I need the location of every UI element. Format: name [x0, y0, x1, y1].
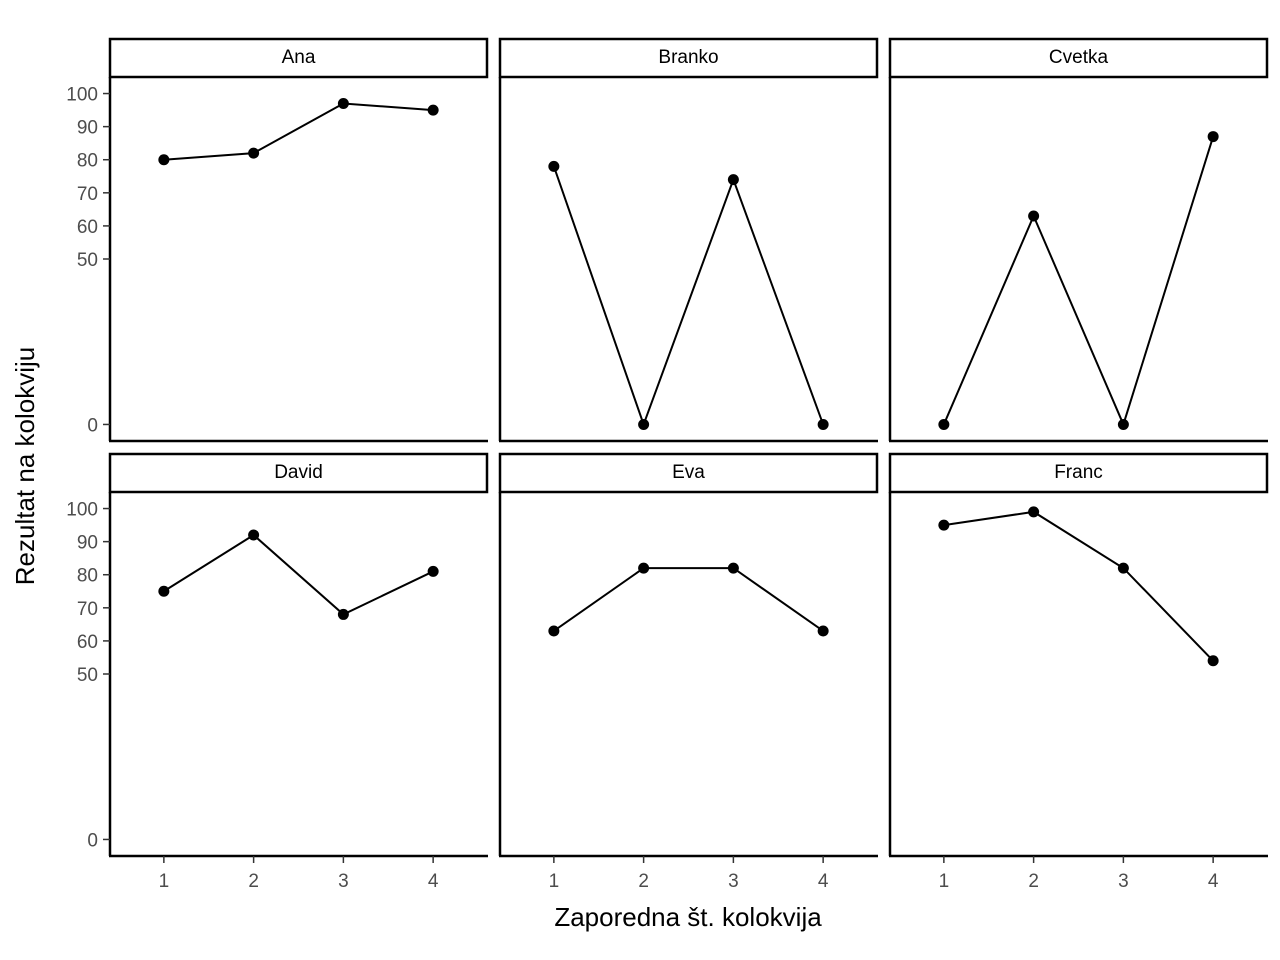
facet-eva: Eva 1 2 3 4 — [498, 452, 879, 892]
x-tick-label: 4 — [428, 871, 439, 892]
data-point — [248, 147, 260, 159]
data-point — [1207, 131, 1219, 143]
facet-strip-label: Branko — [658, 47, 718, 68]
x-tick-label: 3 — [1118, 871, 1129, 892]
data-point — [727, 562, 739, 574]
x-tick-label: 2 — [638, 871, 649, 892]
facet-cvetka: Cvetka — [888, 37, 1269, 443]
x-tick-label: 2 — [248, 871, 259, 892]
facet-strip — [108, 37, 489, 79]
facet-strip-label: Franc — [1054, 462, 1103, 483]
y-tick-label: 0 — [87, 415, 98, 436]
data-point — [158, 154, 170, 166]
facet-strip-label: Ana — [282, 47, 316, 68]
data-point — [427, 104, 439, 116]
data-point — [938, 519, 950, 531]
series-line — [943, 510, 1214, 662]
facet-panels: Ana 0 50 60 70 80 90 100 Branko Cvetka David 0 50 60 7… — [66, 37, 1269, 892]
y-tick-label: 50 — [77, 250, 98, 271]
y-tick-label: 80 — [77, 151, 98, 172]
data-point — [1028, 210, 1040, 222]
data-point — [158, 585, 170, 597]
x-tick-label: 4 — [1208, 871, 1219, 892]
y-tick-label: 0 — [87, 830, 98, 851]
data-point — [337, 97, 349, 109]
data-point — [727, 174, 739, 186]
facet-strip-label: Cvetka — [1049, 47, 1109, 68]
y-tick-label: 70 — [77, 184, 98, 205]
data-point — [1117, 562, 1129, 574]
facet-strip — [888, 37, 1269, 79]
x-axis-title: Zaporedna št. kolokvija — [554, 902, 822, 932]
x-tick-label: 1 — [549, 871, 560, 892]
y-tick-label: 100 — [66, 500, 98, 521]
facet-david: David 0 50 60 70 80 90 100 1 2 3 4 — [66, 452, 489, 892]
series-line — [553, 567, 824, 632]
facet-branko: Branko — [498, 37, 879, 443]
data-point — [548, 625, 560, 637]
data-point — [817, 418, 829, 430]
series-line — [163, 102, 434, 161]
data-point — [1028, 506, 1040, 518]
facet-strip — [498, 37, 879, 79]
y-tick-label: 90 — [77, 118, 98, 139]
facet-strip-label: Eva — [672, 462, 705, 483]
data-point — [548, 160, 560, 172]
x-tick-label: 3 — [728, 871, 739, 892]
x-tick-label: 2 — [1028, 871, 1039, 892]
x-tick-label: 4 — [818, 871, 829, 892]
y-tick-label: 70 — [77, 599, 98, 620]
y-tick-label: 90 — [77, 533, 98, 554]
facet-strip — [108, 452, 489, 494]
series-line — [163, 533, 434, 616]
x-tick-label: 3 — [338, 871, 349, 892]
data-point — [1117, 418, 1129, 430]
series-line — [942, 136, 1215, 428]
data-point — [817, 625, 829, 637]
y-tick-label: 80 — [77, 566, 98, 587]
y-tick-label: 60 — [77, 632, 98, 653]
facet-franc: Franc 1 2 3 4 — [888, 452, 1269, 892]
data-point — [938, 418, 950, 430]
data-point — [248, 529, 260, 541]
data-point — [638, 562, 650, 574]
facet-strip — [888, 452, 1269, 494]
data-point — [1207, 655, 1219, 667]
facet-strip — [498, 452, 879, 494]
y-tick-label: 50 — [77, 665, 98, 686]
facet-strip-label: David — [274, 462, 323, 483]
data-point — [337, 608, 349, 620]
y-tick-label: 100 — [66, 85, 98, 106]
data-point — [638, 418, 650, 430]
x-tick-label: 1 — [939, 871, 950, 892]
series-line — [552, 166, 825, 428]
y-tick-label: 60 — [77, 217, 98, 238]
y-axis-title: Rezultat na kolokviju — [10, 347, 40, 585]
facet-ana: Ana 0 50 60 70 80 90 100 — [66, 37, 489, 443]
data-point — [427, 565, 439, 577]
x-tick-label: 1 — [159, 871, 170, 892]
